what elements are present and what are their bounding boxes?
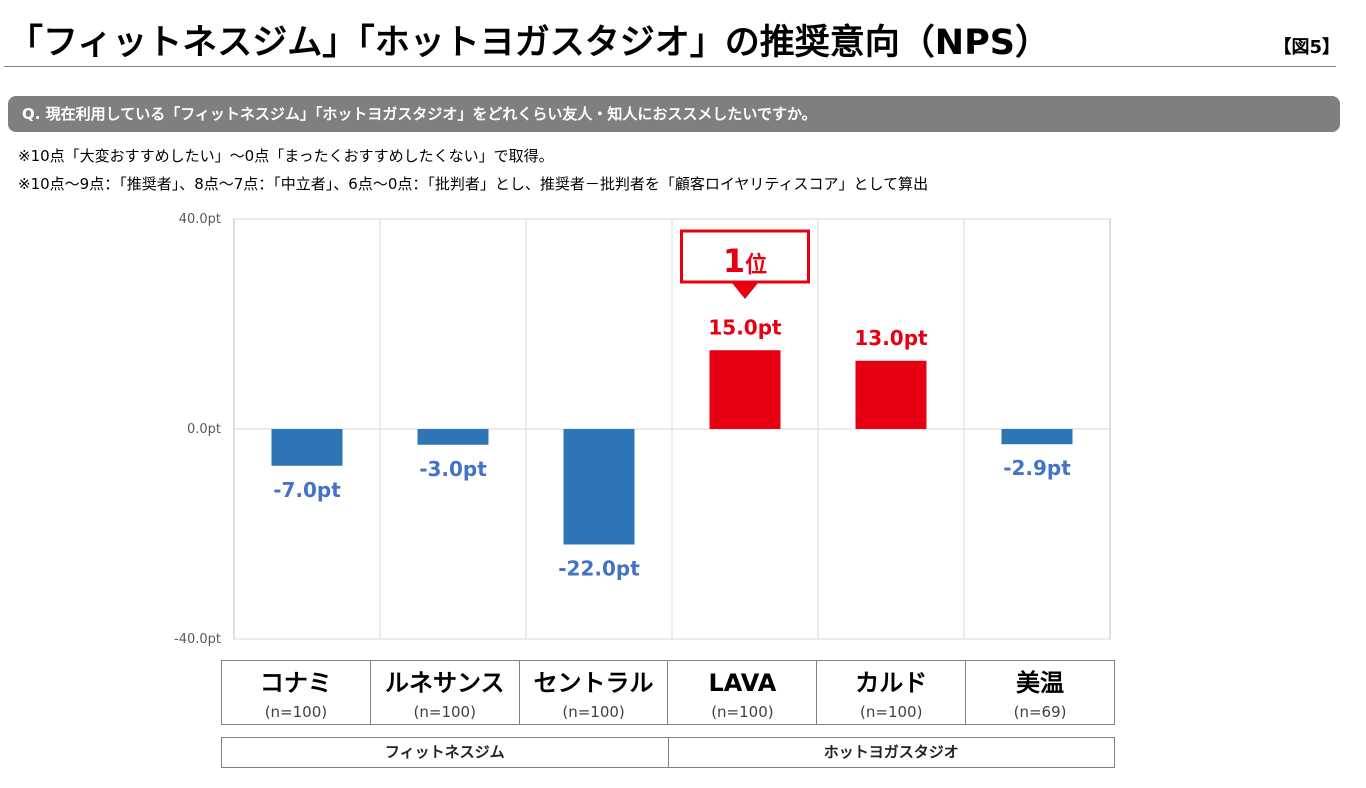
sample-size: (n=100) [562,703,625,721]
rank-callout-text: 1位 [723,242,767,280]
bar [855,360,927,429]
y-tick-label: 40.0pt [179,212,221,227]
value-label: 15.0pt [708,315,782,339]
group-table: フィットネスジム ホットヨガスタジオ [221,737,1115,768]
value-label: -22.0pt [558,557,640,581]
question-banner: Q. 現在利用している「フィットネスジム」「ホットヨガスタジオ」をどれくらい友人… [8,96,1340,132]
group-label-fitness: フィットネスジム [222,738,669,767]
value-label: -3.0pt [419,457,487,481]
category-name: 美温 [1016,669,1065,697]
category-name: LAVA [708,669,777,697]
value-label: -2.9pt [1003,456,1071,480]
note-scale: ※10点「大変おすすめしたい」～0点「まったくおすすめしたくない」で取得。 [18,147,554,165]
category-table: コナミ (n=100) ルネサンス (n=100) セントラル (n=100) … [221,660,1115,725]
bar [563,429,635,545]
category-cell: セントラル (n=100) [520,661,669,724]
y-tick-label: 0.0pt [187,422,221,437]
category-cell: カルド (n=100) [817,661,967,724]
group-label-hotyoga: ホットヨガスタジオ [823,743,959,761]
value-label: -7.0pt [273,478,341,502]
category-name: ルネサンス [384,669,505,697]
sample-size: (n=100) [264,703,328,721]
value-label: 13.0pt [854,326,928,350]
bar [271,429,343,466]
sample-size: (n=69) [1013,703,1067,721]
bar [1001,429,1073,445]
category-name: コナミ [259,669,332,697]
sample-size: (n=100) [711,703,774,721]
category-cell: コナミ (n=100) [222,661,371,724]
rank-callout-pointer [732,283,758,299]
category-cell: ルネサンス (n=100) [371,661,520,724]
bar [417,429,489,445]
category-cell: LAVA (n=100) [668,661,818,724]
y-tick-label: -40.0pt [174,632,221,647]
category-name: セントラル [533,669,654,697]
bar [709,350,781,429]
sample-size: (n=100) [413,703,476,721]
category-name: カルド [855,669,928,697]
sample-size: (n=100) [860,703,923,721]
note-calculation: ※10点～9点：「推奨者」、8点～7点：「中立者」、6点～0点：「批判者」とし、… [18,175,929,193]
category-cell: 美温 (n=69) [966,661,1114,724]
rank-callout-box [680,229,810,284]
title-divider [4,66,1336,67]
page-title: 「フィットネスジム」「ホットヨガスタジオ」の推奨意向（NPS） [8,23,1050,63]
figure-label: 【図5】 [1273,37,1340,58]
